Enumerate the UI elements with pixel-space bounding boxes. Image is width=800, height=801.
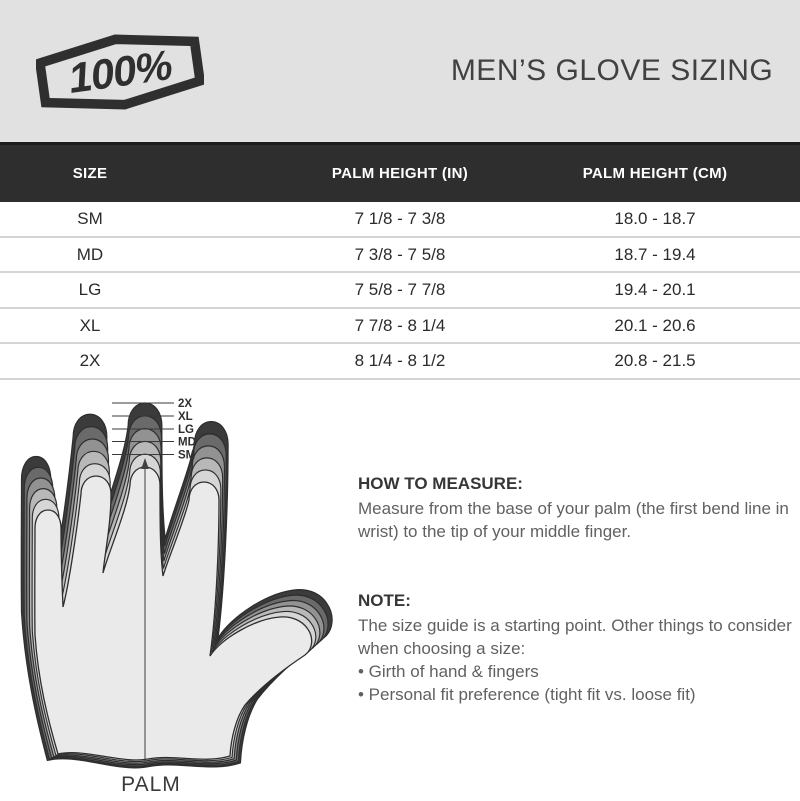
size-table-header: SIZE PALM HEIGHT (IN) PALM HEIGHT (CM) xyxy=(0,142,800,202)
instructions-column: HOW TO MEASURE: Measure from the base of… xyxy=(358,473,794,706)
size-label-2x: 2X xyxy=(178,398,192,410)
size-table-body: SM 7 1/8 - 7 3/8 18.0 - 18.7 MD 7 3/8 - … xyxy=(0,202,800,380)
how-to-measure-text: Measure from the base of your palm (the … xyxy=(358,499,789,541)
how-to-measure-block: HOW TO MEASURE: Measure from the base of… xyxy=(358,473,794,543)
note-text: The size guide is a starting point. Othe… xyxy=(358,616,792,658)
top-banner: 100% MEN’S GLOVE SIZING xyxy=(0,0,800,142)
page-title: MEN’S GLOVE SIZING xyxy=(450,54,774,87)
table-row-sm: SM 7 1/8 - 7 3/8 18.0 - 18.7 xyxy=(0,202,800,238)
size-value: 2X xyxy=(79,351,101,370)
size-value: LG xyxy=(78,280,102,299)
how-to-measure-heading: HOW TO MEASURE: xyxy=(358,474,523,493)
palm-height-cm-value: 20.1 - 20.6 xyxy=(614,315,696,335)
measurement-arrow-head xyxy=(141,458,149,469)
note-bullet-fit: • Personal fit preference (tight fit vs.… xyxy=(358,685,696,704)
table-row-2x: 2X 8 1/4 - 8 1/2 20.8 - 21.5 xyxy=(0,344,800,380)
size-label-lg: LG xyxy=(178,424,194,436)
size-value: XL xyxy=(79,315,101,335)
palm-height-in-value: 7 3/8 - 7 5/8 xyxy=(354,244,446,264)
palm-height-in-value: 7 1/8 - 7 3/8 xyxy=(354,209,446,228)
table-row-xl: XL 7 7/8 - 8 1/4 20.1 - 20.6 xyxy=(0,308,800,344)
palm-height-in-value: 8 1/4 - 8 1/2 xyxy=(354,351,446,370)
column-header-palm-height-in: PALM HEIGHT (IN) xyxy=(331,165,469,182)
size-value: SM xyxy=(77,209,103,228)
logo-hexagon-badge xyxy=(36,34,204,110)
hand-sizing-diagram: 2X XL LG MD SM PALM xyxy=(20,398,333,796)
palm-height-in-value: 7 7/8 - 8 1/4 xyxy=(354,315,446,335)
note-bullet-girth: • Girth of hand & fingers xyxy=(358,662,539,681)
note-heading: NOTE: xyxy=(358,591,411,610)
size-labels: 2X XL LG MD SM xyxy=(178,398,196,462)
palm-label: PALM xyxy=(121,773,181,796)
palm-height-cm-value: 18.7 - 19.4 xyxy=(614,244,696,264)
brand-logo-100percent: 100% xyxy=(36,34,204,110)
column-header-palm-height-cm: PALM HEIGHT (CM) xyxy=(582,165,728,182)
palm-height-cm-value: 18.0 - 18.7 xyxy=(614,209,696,228)
size-value: MD xyxy=(76,244,104,264)
note-block: NOTE: The size guide is a starting point… xyxy=(358,590,794,706)
column-header-size: SIZE xyxy=(72,165,108,182)
table-row-md: MD 7 3/8 - 7 5/8 18.7 - 19.4 xyxy=(0,237,800,273)
size-tick-lines xyxy=(112,402,174,456)
palm-height-in-value: 7 5/8 - 7 7/8 xyxy=(354,280,446,299)
size-label-xl: XL xyxy=(178,411,193,423)
size-label-sm: SM xyxy=(178,450,195,462)
palm-height-cm-value: 19.4 - 20.1 xyxy=(614,280,696,299)
palm-height-cm-value: 20.8 - 21.5 xyxy=(614,351,696,370)
table-row-lg: LG 7 5/8 - 7 7/8 19.4 - 20.1 xyxy=(0,273,800,309)
size-label-md: MD xyxy=(178,437,196,449)
